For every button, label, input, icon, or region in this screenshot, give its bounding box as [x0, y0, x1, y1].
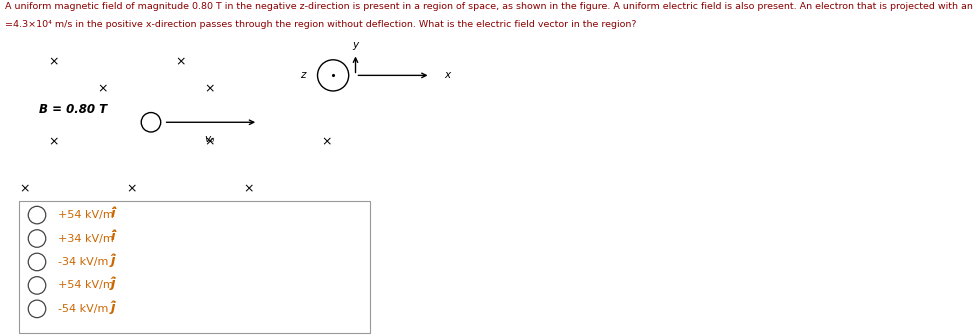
Text: ×: ×: [205, 136, 214, 149]
Text: -54 kV/m: -54 kV/m: [58, 304, 112, 314]
Text: ×: ×: [49, 56, 58, 68]
Text: v₀: v₀: [205, 134, 214, 144]
Text: ×: ×: [175, 56, 185, 68]
Text: ĵ: ĵ: [111, 277, 115, 290]
Text: î: î: [111, 207, 115, 220]
Text: ×: ×: [97, 82, 107, 95]
Text: y: y: [353, 40, 358, 50]
Text: ×: ×: [205, 82, 214, 95]
Text: ĵ: ĵ: [111, 300, 115, 314]
Text: ×: ×: [321, 136, 331, 149]
Text: z: z: [300, 70, 306, 80]
Text: î: î: [111, 230, 115, 243]
Text: x: x: [444, 70, 450, 80]
FancyBboxPatch shape: [19, 201, 370, 333]
Text: +54 kV/m: +54 kV/m: [58, 280, 118, 290]
Text: ×: ×: [244, 183, 253, 196]
Text: ×: ×: [49, 136, 58, 149]
Text: ×: ×: [19, 183, 29, 196]
Text: ĵ: ĵ: [111, 254, 115, 267]
Text: +34 kV/m: +34 kV/m: [58, 233, 118, 244]
Text: =4.3×10⁴ m/s in the positive x-direction passes through the region without defle: =4.3×10⁴ m/s in the positive x-direction…: [5, 20, 636, 29]
Text: B = 0.80 T: B = 0.80 T: [39, 104, 107, 116]
Text: -34 kV/m: -34 kV/m: [58, 257, 112, 267]
Text: A uniform magnetic field of magnitude 0.80 T in the negative z-direction is pres: A uniform magnetic field of magnitude 0.…: [5, 2, 974, 11]
Text: ×: ×: [127, 183, 136, 196]
Text: +54 kV/m: +54 kV/m: [58, 210, 118, 220]
